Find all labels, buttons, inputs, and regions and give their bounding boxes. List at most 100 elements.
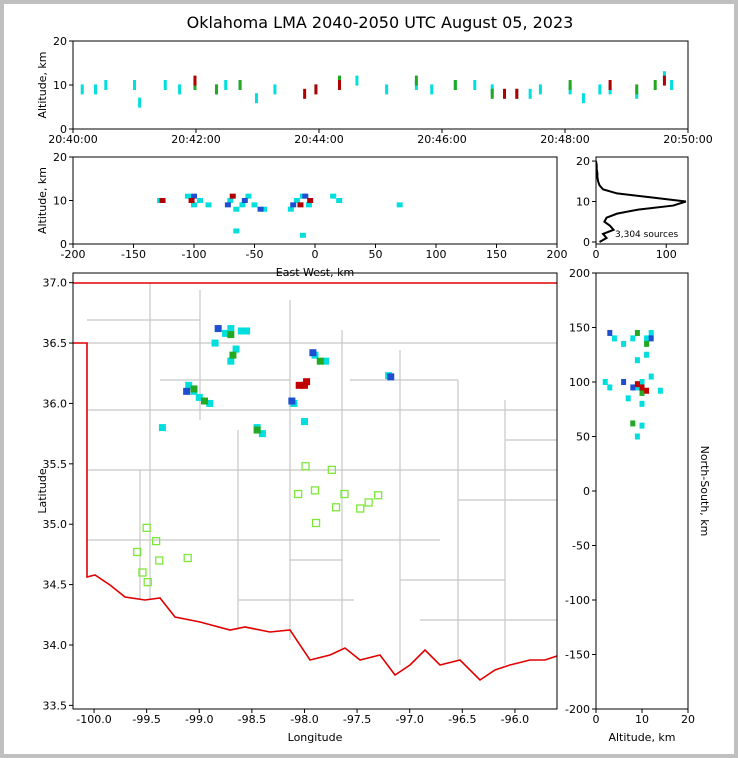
x-tick-label: -98.0 <box>290 713 318 726</box>
station <box>340 489 349 499</box>
source-point <box>644 387 650 394</box>
source-point <box>227 357 235 365</box>
station <box>373 491 383 500</box>
x-tick-label: -100.0 <box>76 713 111 726</box>
source-point <box>261 206 268 212</box>
source-point <box>251 202 258 208</box>
source-point <box>185 381 193 389</box>
x-tick-label: -97.5 <box>343 713 371 726</box>
source-point <box>290 202 297 208</box>
station <box>143 578 152 587</box>
source-point <box>338 80 341 90</box>
source-point <box>232 345 240 353</box>
source-point <box>222 329 230 337</box>
source-point <box>639 384 645 391</box>
source-point <box>184 193 191 199</box>
source-point <box>630 420 636 427</box>
x-tick-label: -97.0 <box>395 713 423 726</box>
marks <box>158 325 395 438</box>
source-point <box>430 84 434 95</box>
source-point <box>453 80 457 90</box>
source-point <box>648 329 654 336</box>
panel: 0 100 0 10 20 3,304 sources <box>576 155 689 261</box>
y-axis-label: North-South, km <box>698 446 711 537</box>
source-point <box>635 84 639 95</box>
x-tick-label: 20:48:00 <box>540 133 589 146</box>
x-tick-label: 10 <box>635 713 649 726</box>
source-point <box>568 80 572 90</box>
source-point <box>287 206 294 212</box>
source-point <box>191 202 197 208</box>
marks <box>602 329 663 440</box>
source-point <box>158 424 166 432</box>
source-point <box>227 198 234 203</box>
x-tick-label: 100 <box>426 248 447 261</box>
source-point <box>227 331 235 339</box>
source-point <box>322 357 330 365</box>
source-point <box>303 88 307 99</box>
source-point <box>188 198 195 203</box>
source-point <box>163 80 167 90</box>
x-tick-label: 0 <box>593 248 600 261</box>
source-point <box>336 198 343 203</box>
x-tick-label: 20 <box>681 713 695 726</box>
x-tick-label: -98.5 <box>238 713 266 726</box>
source-point <box>625 395 631 402</box>
source-point <box>621 379 627 385</box>
source-point <box>138 97 142 108</box>
source-point <box>239 202 246 208</box>
station <box>151 536 161 546</box>
source-point <box>644 340 650 347</box>
x-tick-label: 20:50:00 <box>663 133 712 146</box>
station <box>155 556 164 565</box>
source-point <box>205 202 212 208</box>
map-lines <box>73 282 557 682</box>
y-tick-label: -100 <box>565 594 590 607</box>
y-tick-label: 10 <box>53 79 67 92</box>
source-point <box>257 206 264 212</box>
source-point <box>104 80 108 90</box>
plot-frame <box>595 156 689 245</box>
source-point <box>490 88 494 99</box>
source-point <box>515 88 519 99</box>
source-point <box>307 198 314 203</box>
station <box>327 465 336 475</box>
station <box>310 486 320 495</box>
y-tick-label: 36.5 <box>43 337 68 350</box>
y-tick-label: -200 <box>565 703 590 716</box>
source-point <box>241 198 248 203</box>
source-point <box>206 399 214 407</box>
y-axis-label: Altitude, km <box>36 167 49 234</box>
source-point <box>611 335 617 342</box>
marks <box>157 193 403 238</box>
x-tick-label: 20:46:00 <box>417 133 466 146</box>
y-tick-label: 10 <box>53 195 67 208</box>
source-point <box>229 193 236 199</box>
source-point <box>538 84 542 95</box>
source-point <box>300 418 308 426</box>
source-point <box>224 80 228 90</box>
source-point <box>648 335 654 342</box>
station <box>364 498 373 507</box>
source-point <box>639 422 645 429</box>
source-point <box>201 397 209 405</box>
source-point <box>190 385 198 393</box>
source-point <box>254 93 258 104</box>
station <box>311 518 321 528</box>
y-tick-label: -150 <box>565 649 590 662</box>
station <box>331 503 341 512</box>
source-point <box>183 387 191 395</box>
source-point <box>237 327 245 335</box>
source-point <box>295 381 303 389</box>
source-point <box>639 379 645 385</box>
x-tick-label: -99.0 <box>185 713 213 726</box>
x-tick-label: -96.0 <box>501 713 529 726</box>
marks <box>80 71 674 108</box>
y-tick-label: 33.5 <box>43 699 68 712</box>
panel: -200 -150 -100 -50 0 50 100 150 20001020East-Wes… <box>36 151 568 279</box>
x-tick-label: 100 <box>656 248 677 261</box>
station <box>142 523 151 532</box>
x-tick-label: 200 <box>547 248 568 261</box>
y-tick-label: 20 <box>576 155 590 168</box>
source-point <box>634 384 640 391</box>
